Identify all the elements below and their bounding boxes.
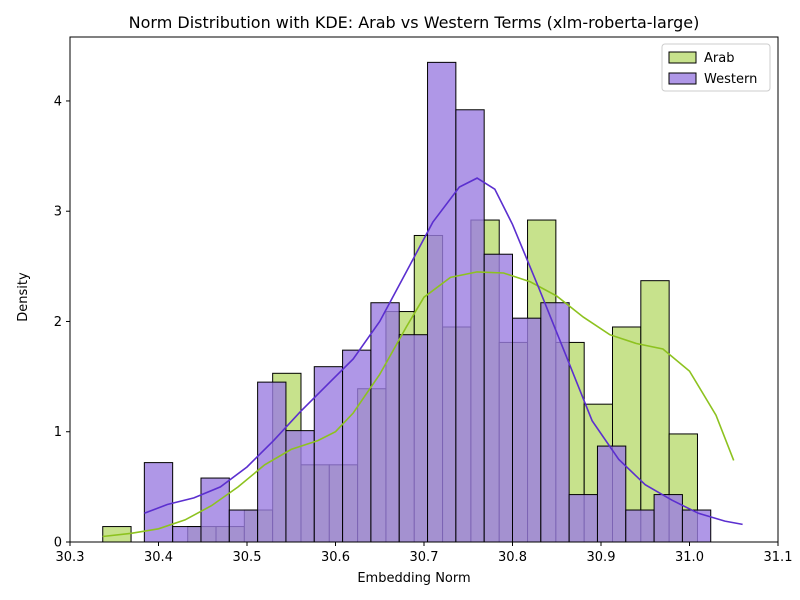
bar-western-10 [427, 61, 457, 543]
bar-western-13 [512, 317, 542, 543]
legend-label-arab: Arab [704, 51, 734, 66]
bar-western-15 [568, 494, 598, 543]
plot-area: 30.3 30.4 30.5 30.6 30.7 30.8 30.9 31.0 31.1 0 1 2 3… [54, 36, 793, 565]
legend: Arab Western [661, 43, 771, 92]
x-tick-label-3: 30.6 [321, 550, 350, 565]
y-tick-label-1: 1 [54, 425, 62, 440]
kde-line-western [144, 177, 743, 526]
x-tick-label-7: 31.0 [675, 550, 704, 565]
x-tick-label-4: 30.7 [410, 550, 439, 565]
bar-western-5 [285, 430, 315, 543]
bar-western-8 [370, 302, 400, 543]
chart-title: Norm Distribution with KDE: Arab vs West… [129, 13, 700, 32]
y-axis-label: Density [16, 272, 31, 322]
legend-swatch-arab [668, 51, 697, 64]
legend-swatch-western [668, 72, 697, 85]
bar-western-19 [681, 509, 712, 543]
x-tick-label-0: 30.3 [56, 550, 85, 565]
series-western-bars [143, 61, 712, 543]
bar-western-18 [653, 494, 683, 543]
x-tick-label-5: 30.8 [498, 550, 527, 565]
x-tick-label-8: 31.1 [764, 550, 793, 565]
x-tick-label-2: 30.5 [233, 550, 262, 565]
bar-western-7 [342, 349, 372, 543]
legend-label-western: Western [704, 72, 757, 87]
bar-western-4 [257, 381, 287, 543]
y-tick-label-4: 4 [54, 94, 62, 109]
bar-western-9 [398, 334, 429, 543]
x-tick-label-6: 30.9 [587, 550, 616, 565]
bar-western-1 [172, 526, 202, 543]
bar-western-2 [200, 477, 230, 543]
y-tick-label-3: 3 [54, 205, 62, 220]
kde-line-arab [102, 271, 735, 538]
x-tick-label-1: 30.4 [144, 550, 173, 565]
bar-western-3 [228, 509, 259, 543]
y-tick-label-0: 0 [54, 536, 62, 551]
bar-western-11 [455, 109, 485, 543]
bar-western-17 [625, 509, 655, 543]
y-tick-label-2: 2 [54, 315, 62, 330]
bar-western-12 [483, 253, 513, 543]
bar-western-16 [596, 445, 627, 543]
x-axis-label: Embedding Norm [357, 571, 470, 586]
bar-western-14 [540, 302, 570, 543]
